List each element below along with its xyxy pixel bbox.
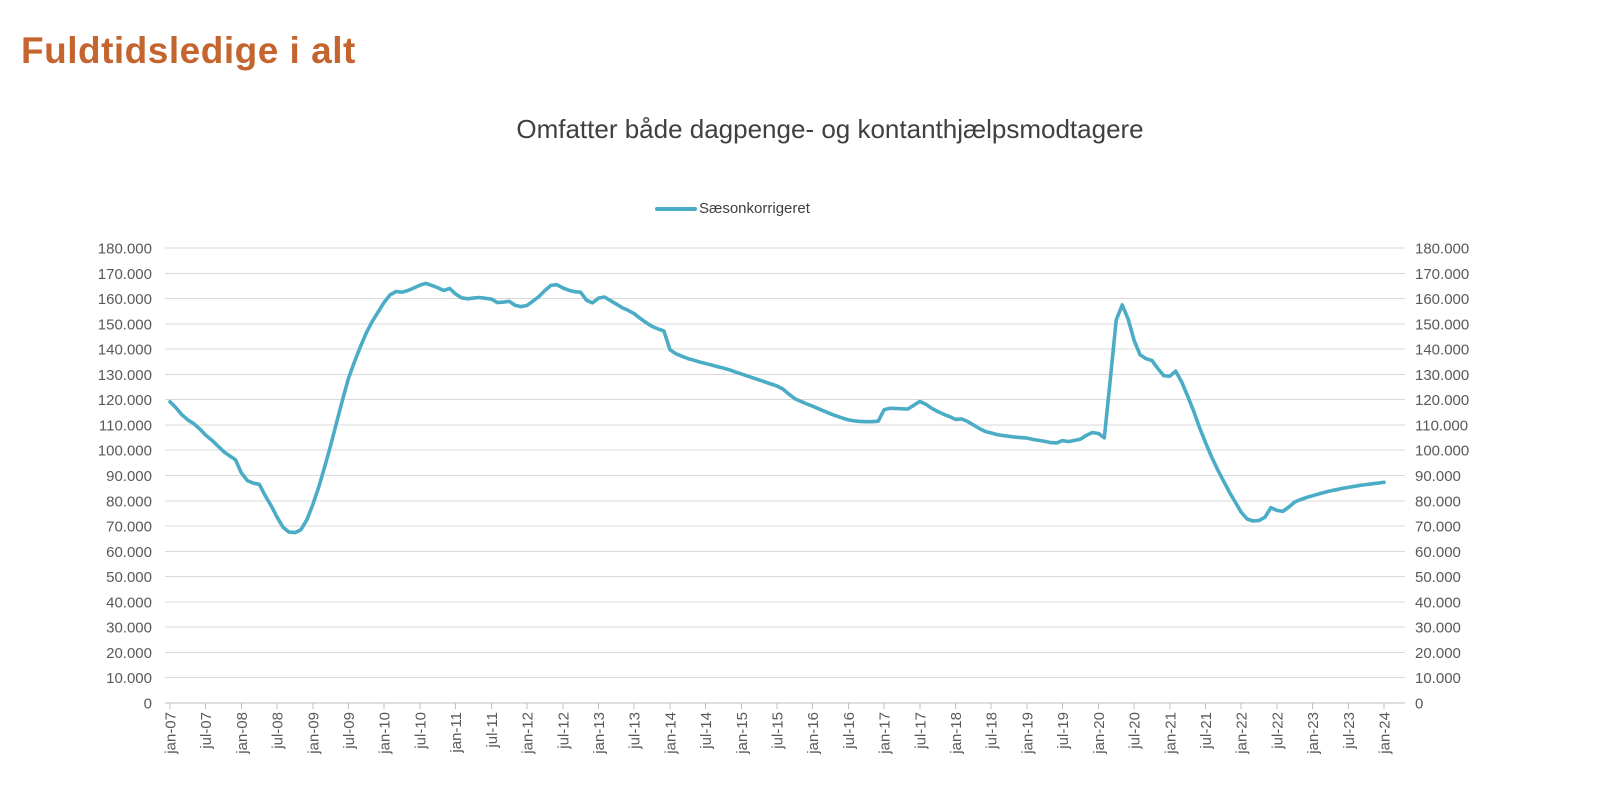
y-axis-label-right: 90.000	[1415, 468, 1461, 485]
x-axis-label: jan-11	[448, 712, 465, 754]
y-axis-label-left: 180.000	[98, 241, 152, 258]
x-axis-label: jan-17	[877, 712, 894, 755]
y-axis-label-right: 70.000	[1415, 519, 1461, 536]
x-axis-label: jan-24	[1377, 712, 1394, 755]
x-axis-label: jan-16	[805, 712, 822, 755]
x-axis-label: jul-08	[270, 712, 287, 750]
chart-title: Omfatter både dagpenge- og kontanthjælps…	[516, 114, 1144, 144]
x-axis-label: jul-20	[1127, 712, 1144, 750]
y-axis-label-left: 160.000	[98, 291, 152, 308]
y-axis-label-left: 90.000	[106, 468, 152, 485]
y-axis-label-left: 110.000	[99, 417, 152, 434]
y-axis-label-left: 80.000	[106, 493, 152, 510]
y-axis-label-right: 30.000	[1415, 620, 1461, 637]
y-axis-label-left: 40.000	[106, 594, 152, 611]
chart-legend: Sæsonkorrigeret	[655, 200, 810, 217]
y-axis-label-right: 110.000	[1415, 417, 1468, 434]
x-axis-label: jul-23	[1341, 712, 1358, 750]
y-axis-label-right: 60.000	[1415, 544, 1461, 561]
x-axis-label: jan-22	[1234, 712, 1251, 755]
y-axis-label-left: 70.000	[106, 519, 152, 536]
y-axis-label-left: 120.000	[98, 392, 152, 409]
x-axis-label: jul-15	[770, 712, 787, 750]
x-axis-label: jul-09	[341, 712, 358, 750]
y-axis-label-left: 0	[144, 696, 152, 713]
y-axis-label-right: 20.000	[1415, 645, 1461, 662]
x-axis-label: jan-08	[234, 712, 251, 755]
y-axis-label-left: 130.000	[98, 367, 152, 384]
series-line-saesonkorrigeret	[168, 281, 1386, 535]
y-axis-label-left: 60.000	[106, 544, 152, 561]
y-axis-label-right: 150.000	[1415, 316, 1469, 333]
y-axis-label-right: 160.000	[1415, 291, 1469, 308]
x-axis-label: jan-13	[591, 712, 608, 755]
x-axis-label: jul-19	[1055, 712, 1072, 750]
y-axis-label-right: 50.000	[1415, 569, 1461, 586]
y-axis-label-left: 140.000	[98, 342, 152, 359]
x-axis-label: jul-22	[1269, 712, 1286, 750]
x-axis-label: jul-16	[841, 712, 858, 750]
x-axis-label: jan-21	[1162, 712, 1179, 755]
y-axis-label-right: 180.000	[1415, 241, 1469, 258]
x-axis-label: jul-10	[412, 712, 429, 750]
y-axis-label-left: 20.000	[106, 645, 152, 662]
legend-line-swatch	[655, 206, 697, 211]
x-axis-label: jan-20	[1091, 712, 1108, 755]
page-title: Fuldtidsledige i alt	[21, 30, 356, 71]
y-axis-label-right: 0	[1415, 696, 1423, 713]
x-axis-label: jul-14	[698, 712, 715, 750]
x-axis-label: jul-17	[912, 712, 929, 750]
x-axis-label: jul-21	[1198, 712, 1215, 750]
x-axis-label: jan-18	[948, 712, 965, 755]
x-axis-label: jan-23	[1305, 712, 1322, 755]
x-axis-label: jan-09	[305, 712, 322, 755]
y-axis-label-left: 10.000	[106, 670, 152, 687]
y-axis-label-left: 170.000	[98, 266, 152, 283]
x-axis-label: jul-07	[198, 712, 215, 750]
x-axis-label: jan-10	[377, 712, 394, 755]
x-axis-label: jul-18	[984, 712, 1001, 750]
x-axis-label: jan-07	[163, 712, 180, 755]
y-axis-label-right: 10.000	[1415, 670, 1461, 687]
y-axis-label-left: 150.000	[98, 316, 152, 333]
x-axis-label: jan-14	[662, 712, 679, 755]
x-axis-label: jan-15	[734, 712, 751, 755]
y-axis-label-left: 30.000	[106, 620, 152, 637]
y-axis-label-right: 120.000	[1415, 392, 1469, 409]
x-axis-label: jul-13	[627, 712, 644, 750]
y-axis-label-left: 100.000	[98, 443, 152, 460]
y-axis-label-right: 40.000	[1415, 594, 1461, 611]
y-axis-label-right: 140.000	[1415, 342, 1469, 359]
y-axis-label-right: 80.000	[1415, 493, 1461, 510]
x-axis-label: jan-12	[520, 712, 537, 755]
x-axis-label: jul-11	[484, 712, 501, 749]
y-axis-label-right: 170.000	[1415, 266, 1469, 283]
y-axis-label-right: 130.000	[1415, 367, 1469, 384]
x-axis-label: jan-19	[1019, 712, 1036, 755]
y-axis-label-right: 100.000	[1415, 443, 1469, 460]
legend-label: Sæsonkorrigeret	[699, 200, 810, 217]
y-axis-label-left: 50.000	[106, 569, 152, 586]
x-axis-label: jul-12	[555, 712, 572, 750]
